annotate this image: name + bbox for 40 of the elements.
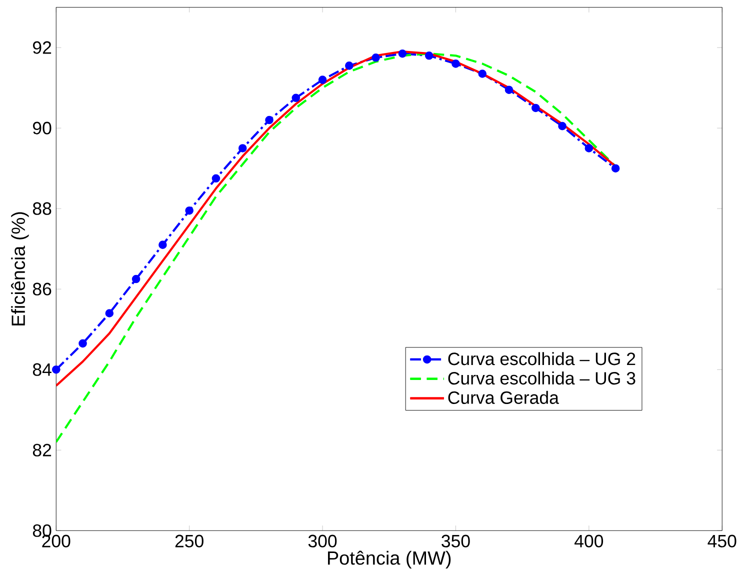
y-tick-label: 80 (32, 524, 52, 538)
x-tick-label: 450 (708, 535, 736, 548)
y-tick-label: 88 (32, 202, 52, 216)
point (292, 94, 300, 102)
point (265, 116, 274, 124)
point (478, 70, 487, 78)
x-tick-label: 200 (42, 535, 70, 548)
point (318, 76, 327, 84)
x-tick-label: 250 (175, 535, 204, 548)
point (105, 309, 114, 318)
point (212, 174, 220, 183)
point (132, 275, 140, 284)
legend-label: Curva escolhida – UG 2 (448, 352, 636, 366)
point (238, 144, 247, 153)
x-tick-label: 350 (442, 535, 470, 548)
legend-label: Curva escolhida – UG 3 (448, 372, 636, 385)
point (372, 54, 380, 62)
y-tick-label: 82 (32, 444, 52, 457)
y-tick-label: 92 (33, 42, 52, 54)
point (398, 50, 407, 58)
point (452, 60, 460, 68)
point (424, 52, 434, 60)
point (611, 164, 620, 173)
point (558, 122, 566, 130)
x-axis-title: Potência (MW) (328, 550, 451, 569)
point (345, 62, 354, 70)
point (185, 206, 194, 215)
x-tick-label: 400 (574, 535, 604, 548)
point (504, 86, 514, 94)
y-tick-label: 84 (32, 364, 52, 376)
point (78, 340, 87, 348)
y-tick-label: 86 (32, 283, 52, 296)
x-tick-label: 300 (308, 535, 337, 548)
point (158, 240, 167, 250)
point (52, 366, 60, 374)
point (532, 104, 540, 112)
y-tick-label: 90 (33, 122, 52, 135)
y-axis-title: Eficiência (%) (11, 212, 29, 326)
legend-label: Curva Gerada (448, 391, 559, 404)
point (584, 144, 594, 153)
